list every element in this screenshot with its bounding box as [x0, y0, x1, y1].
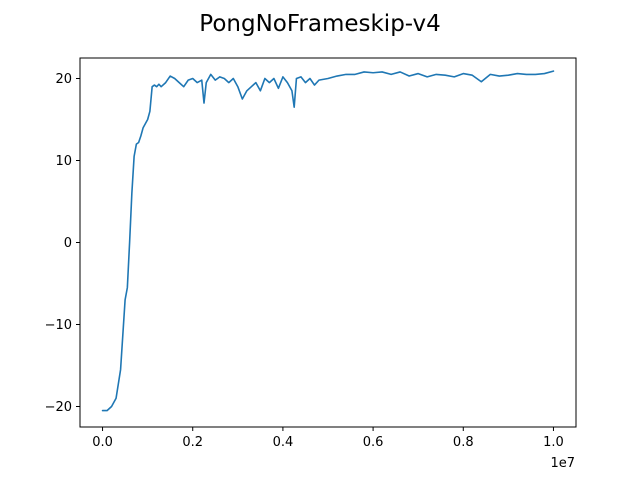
x-tick-label: 0.4 [273, 435, 294, 450]
y-tick-label: 0 [64, 236, 72, 251]
y-tick-label: −10 [45, 318, 72, 333]
x-tick-label: 0.0 [92, 435, 113, 450]
x-tick-label: 0.2 [182, 435, 203, 450]
chart-title: PongNoFrameskip-v4 [199, 11, 440, 37]
axes: 0.0 0.2 0.4 0.6 0.8 1.0 −20 −10 0 10 20 [45, 57, 577, 450]
y-tick-label: 10 [55, 154, 72, 169]
series-line [101, 70, 555, 412]
x-tick-label: 0.6 [363, 435, 384, 450]
x-tick-label: 0.8 [453, 435, 474, 450]
y-tick-label: 20 [55, 72, 72, 87]
x-offset-text: 1e7 [550, 456, 575, 471]
y-tick-label: −20 [45, 400, 72, 415]
x-tick-label: 1.0 [543, 435, 564, 450]
